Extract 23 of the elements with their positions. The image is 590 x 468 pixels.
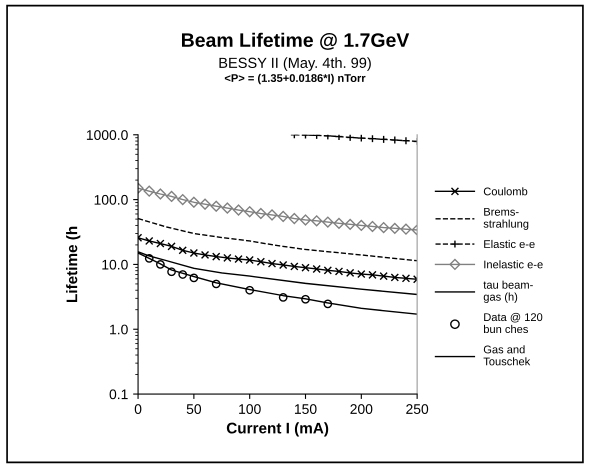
y-tick-label: 10.0: [102, 260, 128, 270]
y-tick-label: 1000.0: [86, 130, 128, 140]
y-axis-title: Lifetime (h: [66, 226, 80, 302]
y-tick-label: 1.0: [110, 324, 128, 334]
legend-label: Inelastic e-e: [484, 260, 543, 268]
y-tick-label: 100.0: [94, 194, 128, 205]
x-tick-label: 50: [186, 404, 202, 414]
x-tick-label: 0: [134, 404, 142, 414]
legend-label: Coulomb: [484, 187, 528, 196]
legend-label: Data @ 120 bun ches: [484, 312, 542, 334]
legend-label: Elastic e-e: [484, 240, 535, 248]
text: <P> = (1.35+0.0186*I) nTorr: [224, 74, 366, 84]
legend-label: tau beam- gas (h): [483, 280, 533, 303]
x-axis-title: Current I (mA): [226, 422, 328, 437]
y-tick-label: 0.1: [110, 389, 128, 400]
x-tick-label: 150: [294, 404, 317, 414]
chart-title: Beam Lifetime @ 1.7GeV: [182, 32, 410, 50]
x-tick-label: 200: [350, 404, 372, 414]
x-tick-label: 100: [239, 404, 261, 414]
legend-label: Brems- strahlung: [484, 208, 528, 230]
chart-subtitle: BESSY II (May. 4th. 99): [219, 57, 371, 71]
legend-label: Gas and Touschek: [484, 345, 530, 366]
x-tick-label: 250: [406, 404, 428, 414]
